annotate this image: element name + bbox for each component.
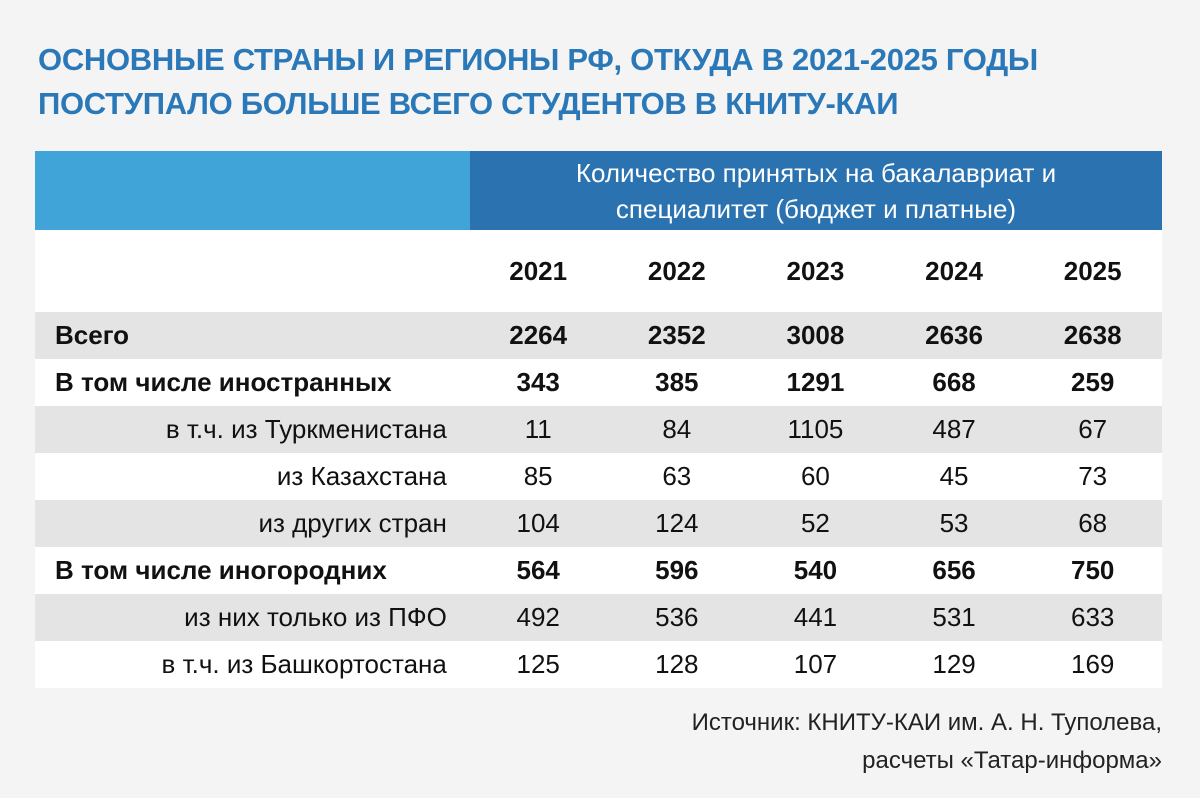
cell-value: 2352 (647, 320, 706, 350)
header-caption-line-1: Количество принятых на бакалавриат и (575, 158, 1057, 188)
table-row: в т.ч. из Башкортостана 125 128 107 129 169 (35, 641, 1162, 688)
row-label: в т.ч. из Туркменистана (165, 414, 447, 444)
row-label: из других стран (258, 508, 447, 538)
header-blank-cell (35, 151, 470, 230)
cell-value: 656 (932, 555, 976, 585)
cell-value: 129 (932, 649, 976, 679)
cell-value: 52 (800, 508, 830, 538)
table-row: Всего 2264 2352 3008 2636 2638 (35, 312, 1162, 359)
table-row: из Казахстана 85 63 60 45 73 (35, 453, 1162, 500)
cell-value: 107 (793, 649, 838, 679)
cell-value: 492 (516, 602, 560, 632)
cell-value: 343 (516, 367, 560, 397)
cell-value: 85 (523, 461, 553, 491)
cell-value: 385 (655, 367, 699, 397)
cell-value: 63 (662, 461, 692, 491)
row-label: Всего (55, 320, 130, 350)
year-header: 2022 (647, 255, 706, 286)
year-header: 2023 (786, 255, 845, 286)
cell-value: 487 (932, 414, 976, 444)
header-caption-line-2: специалитет (бюджет и платные) (615, 194, 1017, 224)
table-row: из других стран 104 124 52 53 68 (35, 500, 1162, 547)
cell-value: 53 (939, 508, 969, 538)
year-header: 2021 (509, 255, 568, 286)
cell-value: 169 (1070, 649, 1115, 679)
cell-value: 124 (655, 508, 699, 538)
cell-value: 11 (524, 414, 552, 444)
year-header: 2024 (925, 255, 983, 286)
cell-value: 441 (793, 602, 838, 632)
years-row: 2021 2022 2023 2024 2025 (35, 230, 1162, 312)
page-title: ОСНОВНЫЕ СТРАНЫ И РЕГИОНЫ РФ, ОТКУДА В 2… (38, 38, 1168, 126)
table-row: в т.ч. из Туркменистана 11 84 1105 487 67 (35, 406, 1162, 453)
row-label: из Казахстана (276, 461, 447, 491)
cell-value: 3008 (786, 320, 845, 350)
cell-value: 73 (1078, 461, 1108, 491)
table-row: В том числе иностранных 343 385 1291 668 259 (35, 359, 1162, 406)
cell-value: 45 (939, 461, 969, 491)
title-line-1: ОСНОВНЫЕ СТРАНЫ И РЕГИОНЫ РФ, ОТКУДА В 2… (38, 42, 1038, 77)
row-label: В том числе иногородних (55, 555, 387, 585)
cell-value: 536 (655, 602, 699, 632)
cell-value: 596 (655, 555, 699, 585)
table-header: Количество принятых на бакалавриат и спе… (35, 151, 1162, 230)
cell-value: 125 (516, 649, 560, 679)
source-line-2: расчеты «Татар-информа» (862, 747, 1162, 774)
row-label: из них только из ПФО (184, 602, 447, 632)
cell-value: 1291 (786, 367, 845, 397)
cell-value: 2636 (925, 320, 983, 350)
cell-value: 564 (516, 555, 560, 585)
cell-value: 531 (932, 602, 976, 632)
header-caption: Количество принятых на бакалавриат и спе… (470, 151, 1162, 230)
cell-value: 60 (800, 461, 830, 491)
row-label: В том числе иностранных (55, 367, 392, 397)
cell-value: 128 (655, 649, 699, 679)
cell-value: 259 (1070, 367, 1115, 397)
data-table: Количество принятых на бакалавриат и спе… (35, 151, 1162, 688)
cell-value: 2638 (1063, 320, 1122, 350)
source-line-1: Источник: КНИТУ-КАИ им. А. Н. Туполева, (691, 709, 1162, 736)
cell-value: 540 (793, 555, 838, 585)
cell-value: 2264 (509, 320, 568, 350)
row-label: в т.ч. из Башкортостана (161, 649, 447, 679)
table-row: из них только из ПФО 492 536 441 531 633 (35, 594, 1162, 641)
cell-value: 750 (1070, 555, 1115, 585)
cell-value: 68 (1078, 508, 1108, 538)
cell-value: 633 (1070, 602, 1115, 632)
source-note: Источник: КНИТУ-КАИ им. А. Н. Туполева, … (692, 704, 1162, 780)
year-header: 2025 (1063, 255, 1122, 286)
title-line-2: ПОСТУПАЛО БОЛЬШЕ ВСЕГО СТУДЕНТОВ В КНИТУ… (38, 86, 899, 121)
cell-value: 668 (932, 367, 976, 397)
table-row: В том числе иногородних 564 596 540 656 750 (35, 547, 1162, 594)
cell-value: 67 (1078, 414, 1108, 444)
cell-value: 104 (516, 508, 560, 538)
cell-value: 1105 (787, 414, 844, 444)
cell-value: 84 (662, 414, 692, 444)
